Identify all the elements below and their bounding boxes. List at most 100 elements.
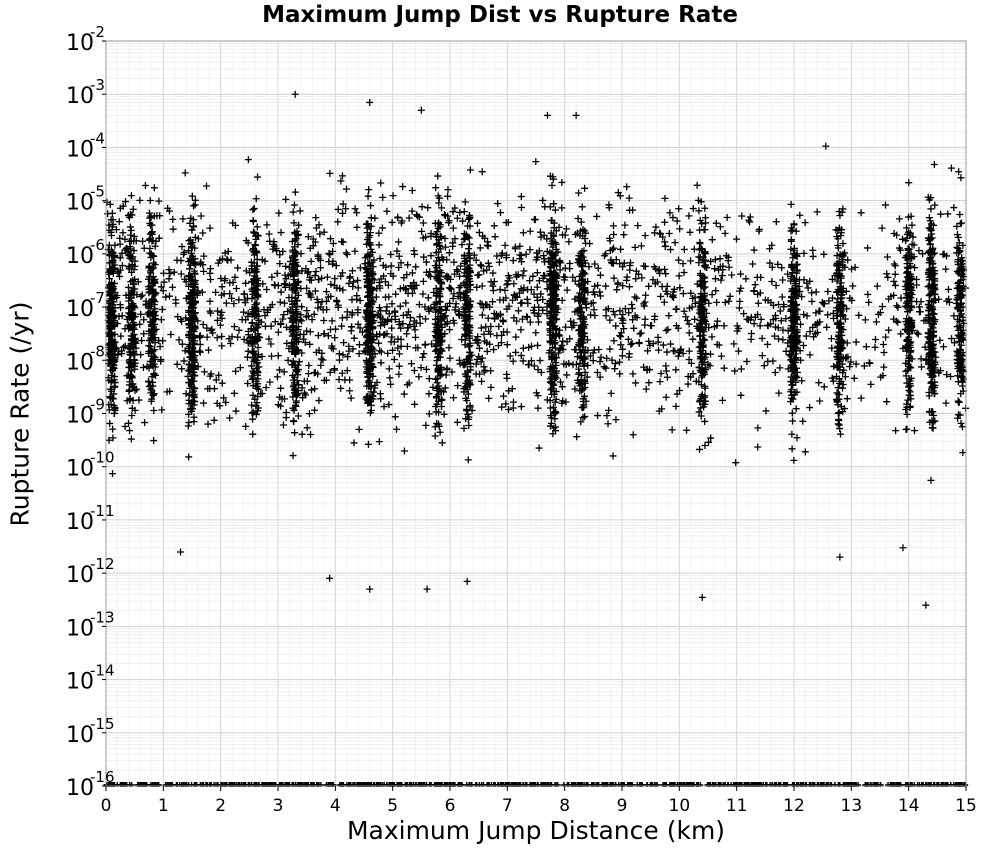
data-point (453, 266, 461, 274)
data-point (755, 227, 763, 235)
data-point (455, 311, 463, 319)
data-point (529, 306, 537, 314)
data-point (800, 341, 808, 349)
data-point (944, 285, 952, 293)
data-point (591, 312, 599, 320)
data-point (617, 341, 625, 349)
data-point (317, 264, 325, 272)
data-point (267, 322, 275, 330)
data-point (754, 299, 762, 307)
data-point (119, 229, 127, 237)
data-point (403, 311, 411, 319)
data-point (473, 283, 481, 291)
data-point (198, 288, 206, 296)
data-point (425, 305, 433, 313)
data-point (282, 323, 290, 331)
data-point (617, 333, 625, 341)
data-point (829, 377, 837, 385)
data-point (116, 204, 124, 212)
data-point (328, 317, 336, 325)
data-point (596, 288, 604, 296)
data-point (282, 414, 290, 422)
data-point (315, 397, 323, 405)
data-point (540, 252, 548, 260)
data-point (713, 298, 721, 306)
data-point (332, 325, 340, 333)
data-point (307, 430, 315, 438)
data-point (277, 320, 285, 328)
data-point (861, 316, 869, 324)
data-point (212, 288, 220, 296)
data-point (449, 208, 457, 216)
data-point (627, 340, 635, 348)
data-point (329, 240, 337, 248)
data-point (628, 305, 636, 313)
data-point (218, 379, 226, 387)
data-point (746, 316, 754, 324)
data-point (883, 398, 891, 406)
data-point (272, 244, 280, 252)
data-point (526, 246, 534, 254)
data-point (659, 341, 667, 349)
data-point (182, 390, 190, 398)
data-point (280, 311, 288, 319)
data-point (589, 357, 597, 365)
data-point (348, 267, 356, 275)
data-point (691, 315, 699, 323)
data-point (279, 247, 287, 255)
data-point (685, 329, 693, 337)
data-point (156, 343, 164, 351)
data-point (118, 262, 126, 270)
data-point (444, 186, 452, 194)
data-point (591, 260, 599, 268)
data-point (326, 169, 334, 177)
data-point (540, 271, 548, 279)
data-point (329, 345, 337, 353)
data-point (559, 231, 567, 239)
data-point (828, 374, 836, 382)
data-point (478, 311, 486, 319)
data-point (751, 281, 759, 289)
data-point (326, 368, 334, 376)
data-point (442, 306, 450, 314)
data-point (203, 182, 211, 190)
data-point (178, 340, 186, 348)
data-point (663, 373, 671, 381)
data-point (618, 352, 626, 360)
data-point (155, 234, 163, 242)
data-point (617, 245, 625, 253)
data-point (883, 270, 891, 278)
data-point (404, 308, 412, 316)
data-point (453, 214, 461, 222)
data-point (780, 303, 788, 311)
data-point (496, 296, 504, 304)
data-point (380, 319, 388, 327)
data-point (802, 332, 810, 340)
data-point (296, 207, 304, 215)
data-point (200, 368, 208, 376)
data-point (137, 310, 145, 318)
data-point (135, 396, 143, 404)
data-point (385, 401, 393, 409)
data-point (517, 403, 525, 411)
data-point (240, 290, 248, 298)
data-point (852, 338, 860, 346)
data-point (689, 205, 697, 213)
data-point (281, 299, 289, 307)
data-point (605, 406, 613, 414)
data-point (263, 221, 271, 229)
data-point (779, 276, 787, 284)
data-point (820, 300, 828, 308)
data-point (657, 370, 665, 378)
data-point (304, 268, 312, 276)
data-point (407, 360, 415, 368)
data-point (776, 364, 784, 372)
data-point (691, 299, 699, 307)
data-point (711, 256, 719, 264)
data-point (140, 316, 148, 324)
data-point (629, 431, 637, 439)
data-point (373, 331, 381, 339)
data-point (586, 352, 594, 360)
data-point (608, 356, 616, 364)
data-point (399, 183, 407, 191)
